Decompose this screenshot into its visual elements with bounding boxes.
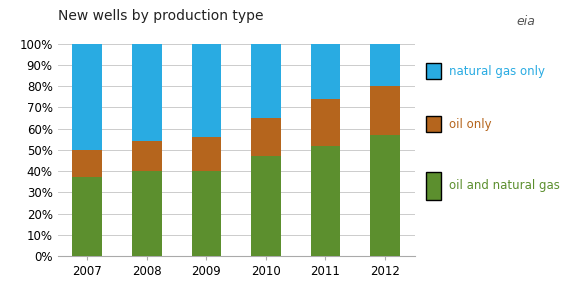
Bar — [191, 44, 221, 137]
Bar — [73, 178, 103, 256]
Text: natural gas only: natural gas only — [449, 65, 545, 78]
Bar — [370, 135, 400, 256]
Text: eia: eia — [517, 15, 536, 28]
Text: oil only: oil only — [449, 118, 492, 131]
Bar — [132, 171, 162, 256]
Bar — [73, 150, 103, 178]
Bar — [251, 118, 281, 156]
Bar — [251, 156, 281, 256]
Bar — [191, 137, 221, 171]
Bar — [310, 99, 340, 146]
Bar — [310, 146, 340, 256]
Text: oil and natural gas: oil and natural gas — [449, 180, 560, 192]
Text: New wells by production type: New wells by production type — [58, 9, 263, 23]
Bar — [132, 141, 162, 171]
Bar — [370, 44, 400, 86]
Bar — [370, 86, 400, 135]
Bar — [132, 44, 162, 141]
Bar — [191, 171, 221, 256]
Bar — [73, 44, 103, 150]
Bar — [251, 44, 281, 118]
Bar — [310, 44, 340, 99]
